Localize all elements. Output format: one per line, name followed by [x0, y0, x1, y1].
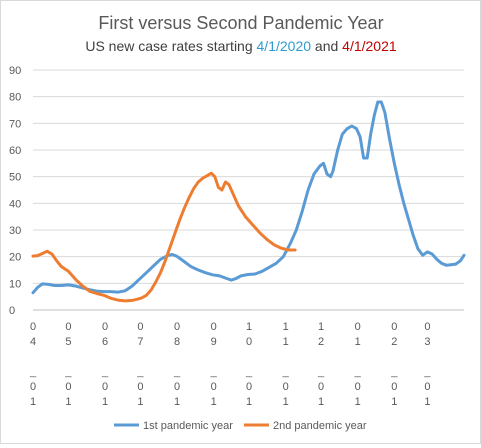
x-tick-label: 0 — [137, 321, 143, 333]
series-line — [31, 171, 297, 303]
x-tick-label: 0 — [211, 381, 217, 393]
y-tick-label: 10 — [9, 278, 21, 290]
chart-subtitle: US new case rates starting 4/1/2020 and … — [85, 38, 397, 54]
x-axis: 0 4 _ 0 1 0 5 _ 0 1 0 6 _ 0 1 0 7 _ 0 1 0 8 _ 0 1 0 9 _ 0 1 1 0 _ 0 1 1 1 _ 0 1… — [29, 321, 431, 408]
x-tick-label: 1 — [355, 396, 361, 408]
x-tick-label: 1 — [283, 321, 289, 333]
x-tick-label: 1 — [174, 396, 180, 408]
y-tick-label: 0 — [9, 305, 15, 317]
x-tick-label: _ — [317, 366, 325, 378]
x-tick-label: _ — [101, 366, 109, 378]
x-tick-label: _ — [423, 366, 431, 378]
x-tick-label: 0 — [246, 381, 252, 393]
x-tick-label: 2 — [318, 336, 324, 348]
x-tick-label: 0 — [355, 321, 361, 333]
x-tick-label: 1 — [30, 396, 36, 408]
x-tick-label: 0 — [424, 381, 430, 393]
y-tick-label: 30 — [9, 225, 21, 237]
x-tick-label: 1 — [424, 396, 430, 408]
x-tick-label: 0 — [65, 381, 71, 393]
x-tick-label: 6 — [102, 336, 108, 348]
x-tick-label: 5 — [65, 336, 71, 348]
x-tick-label: 1 — [283, 396, 289, 408]
x-tick-label: 0 — [102, 321, 108, 333]
x-tick-label: _ — [282, 366, 290, 378]
x-tick-label: _ — [29, 366, 37, 378]
x-tick-label: 0 — [424, 321, 430, 333]
x-tick-label: 0 — [102, 381, 108, 393]
x-tick-label: 1 — [355, 336, 361, 348]
x-tick-label: 1 — [246, 396, 252, 408]
x-tick-label: 0 — [137, 381, 143, 393]
x-tick-label: 1 — [65, 396, 71, 408]
x-tick-label: 0 — [211, 321, 217, 333]
subtitle-date-first-year: 4/1/2020 — [257, 38, 312, 54]
x-tick-label: 1 — [391, 396, 397, 408]
x-tick-label: _ — [136, 366, 144, 378]
y-tick-label: 50 — [9, 172, 21, 184]
legend-label: 1st pandemic year — [143, 420, 233, 432]
x-tick-label: _ — [210, 366, 218, 378]
x-tick-label: 9 — [211, 336, 217, 348]
x-tick-label: 2 — [391, 336, 397, 348]
x-tick-label: 3 — [424, 336, 430, 348]
x-tick-label: 1 — [318, 396, 324, 408]
subtitle-prefix: US new case rates starting — [85, 38, 256, 54]
x-tick-label: 8 — [174, 336, 180, 348]
x-tick-label: 0 — [30, 381, 36, 393]
gridlines — [33, 69, 464, 311]
x-tick-label: _ — [64, 366, 72, 378]
x-tick-label: _ — [173, 366, 181, 378]
subtitle-joiner: and — [311, 38, 342, 54]
x-tick-label: 4 — [30, 336, 36, 348]
x-tick-label: 1 — [211, 396, 217, 408]
x-tick-label: 1 — [318, 321, 324, 333]
x-tick-label: 0 — [391, 321, 397, 333]
chart-title: First versus Second Pandemic Year — [98, 13, 383, 33]
series-layer — [31, 100, 466, 303]
y-tick-label: 20 — [9, 252, 21, 264]
y-tick-label: 70 — [9, 118, 21, 130]
legend-label: 2nd pandemic year — [273, 420, 367, 432]
x-tick-label: 0 — [174, 381, 180, 393]
y-tick-label: 90 — [9, 65, 21, 77]
y-axis: 0 10 20 30 40 50 60 70 80 90 — [9, 65, 21, 317]
x-tick-label: 0 — [283, 381, 289, 393]
x-tick-label: 0 — [391, 381, 397, 393]
y-tick-label: 40 — [9, 198, 21, 210]
y-tick-label: 60 — [9, 145, 21, 157]
x-tick-label: 1 — [246, 321, 252, 333]
x-tick-label: 0 — [30, 321, 36, 333]
x-tick-label: 0 — [355, 381, 361, 393]
x-tick-label: _ — [354, 366, 362, 378]
x-tick-label: 7 — [137, 336, 143, 348]
x-tick-label: _ — [245, 366, 253, 378]
x-tick-label: 1 — [102, 396, 108, 408]
y-tick-label: 80 — [9, 92, 21, 104]
x-tick-label: 1 — [283, 336, 289, 348]
x-tick-label: 1 — [137, 396, 143, 408]
series-line — [31, 100, 466, 295]
x-tick-label: 0 — [65, 321, 71, 333]
x-tick-label: 0 — [174, 321, 180, 333]
subtitle-date-second-year: 4/1/2021 — [342, 38, 397, 54]
x-tick-label: _ — [390, 366, 398, 378]
x-tick-label: 0 — [246, 336, 252, 348]
legend: 1st pandemic year 2nd pandemic year — [114, 420, 367, 432]
x-tick-label: 0 — [318, 381, 324, 393]
